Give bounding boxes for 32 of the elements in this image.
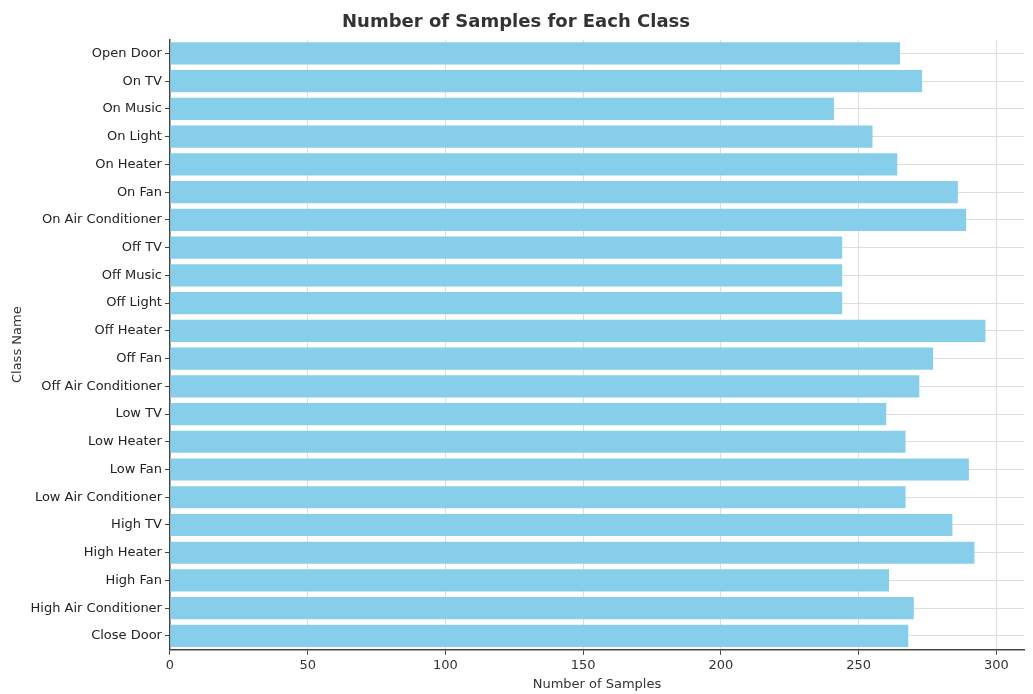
y-tick-label: High Heater [83, 544, 163, 560]
y-tick-label: On Music [102, 100, 162, 116]
x-tick-label: 100 [433, 656, 458, 672]
x-tick-label: 50 [299, 656, 316, 672]
y-tick-label: Off Music [101, 266, 162, 282]
y-tick-label: On Air Conditioner [42, 211, 163, 227]
y-tick-label: Open Door [91, 44, 163, 60]
y-tick-label: Off Fan [116, 349, 162, 365]
y-tick-label: Off Heater [94, 322, 163, 338]
y-tick-label: Off TV [121, 239, 163, 254]
y-tick-label: Low Heater [88, 433, 163, 449]
x-tick-label: 200 [708, 656, 734, 672]
y-tick-label: On Light [106, 128, 162, 144]
x-tick-label: 150 [570, 656, 596, 672]
y-tick-label: High Fan [105, 571, 162, 587]
y-tick-label: On Heater [95, 155, 163, 171]
x-tick-label: 300 [984, 656, 1009, 672]
y-tick-label: High TV [111, 516, 163, 532]
x-axis-title: Number of Samples [532, 675, 662, 691]
y-tick-label: Close Door [91, 627, 163, 643]
y-tick-label: Off Air Conditioner [41, 377, 163, 393]
y-tick-label: Low TV [115, 405, 163, 421]
y-tick-label: On Fan [116, 183, 162, 199]
y-tick-label: On TV [122, 72, 163, 88]
y-tick-label: Off Light [106, 294, 162, 310]
y-tick-label: Low Fan [109, 460, 162, 476]
x-tick-label: 250 [846, 656, 872, 672]
chart-title: Number of Samples for Each Class [342, 10, 690, 32]
y-tick-label: High Air Conditioner [30, 599, 163, 615]
y-tick-label: Low Air Conditioner [34, 488, 163, 504]
x-tick-label: 0 [165, 656, 175, 672]
y-axis-title: Class Name [9, 306, 25, 384]
